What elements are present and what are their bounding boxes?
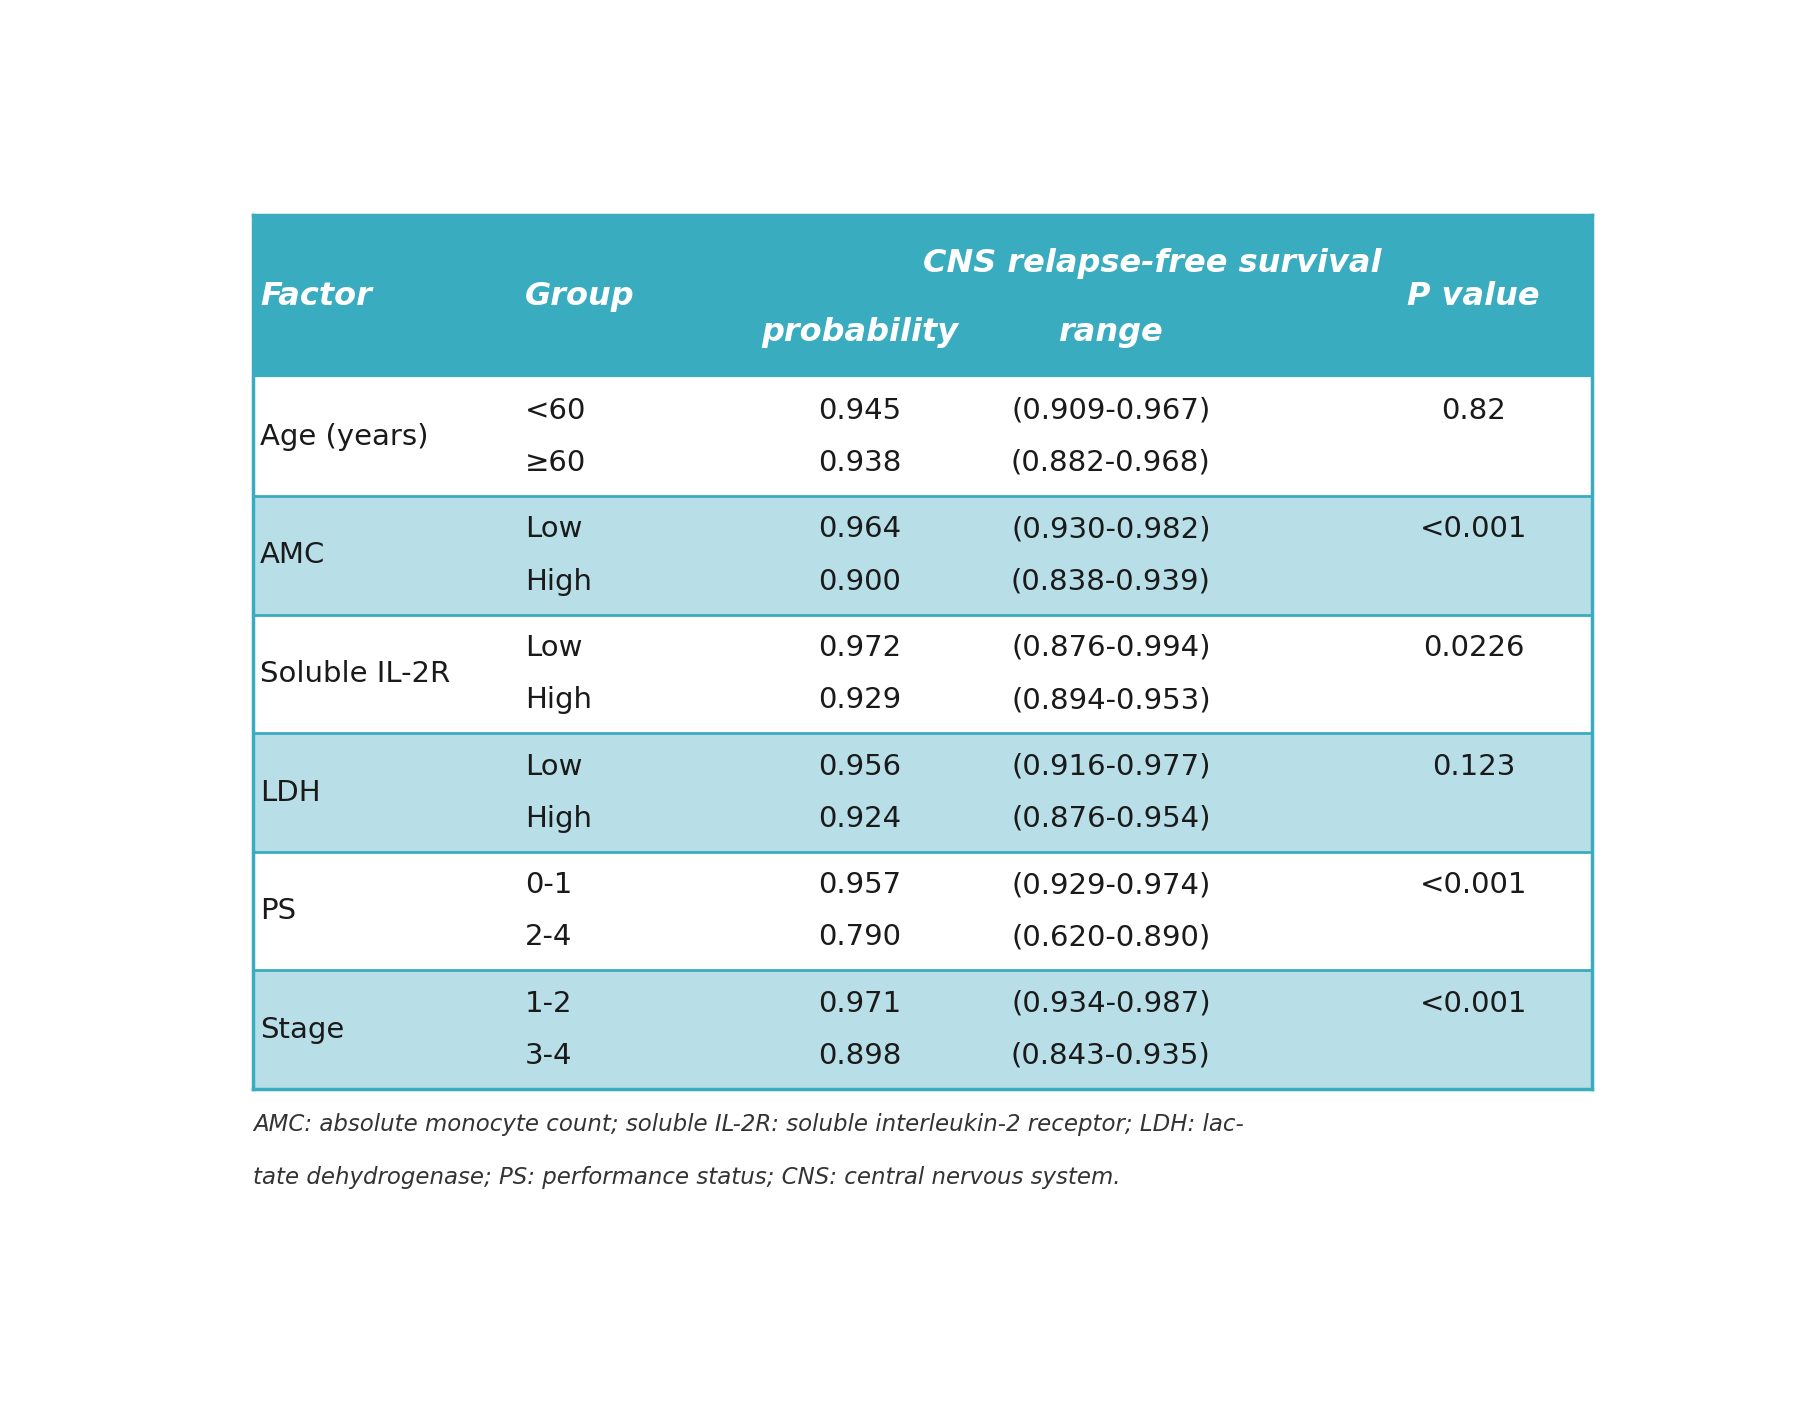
- Text: AMC: absolute monocyte count; soluble IL-2R: soluble interleukin-2 receptor; LDH: AMC: absolute monocyte count; soluble IL…: [252, 1114, 1244, 1137]
- Bar: [252, 971, 1593, 1089]
- Text: 0.924: 0.924: [819, 804, 902, 833]
- Text: 0.972: 0.972: [819, 635, 902, 662]
- Text: 0.900: 0.900: [819, 568, 902, 596]
- Text: Age (years): Age (years): [259, 424, 428, 451]
- Text: (0.843-0.935): (0.843-0.935): [1012, 1042, 1211, 1070]
- Bar: [252, 378, 1593, 496]
- Text: 0.790: 0.790: [819, 923, 902, 951]
- Bar: [252, 733, 1593, 851]
- Text: 2-4: 2-4: [526, 923, 572, 951]
- Text: range: range: [1058, 317, 1163, 348]
- Text: probability: probability: [761, 317, 958, 348]
- Text: 0.971: 0.971: [817, 990, 902, 1018]
- Text: 0.929: 0.929: [819, 686, 902, 714]
- Bar: [252, 215, 1593, 378]
- Bar: [252, 851, 1593, 971]
- Text: <60: <60: [526, 396, 587, 425]
- Text: <0.001: <0.001: [1420, 990, 1526, 1018]
- Text: (0.909-0.967): (0.909-0.967): [1012, 396, 1210, 425]
- Text: <0.001: <0.001: [1420, 515, 1526, 543]
- Text: AMC: AMC: [259, 542, 326, 569]
- Text: 0.945: 0.945: [819, 396, 902, 425]
- Text: ≥60: ≥60: [526, 449, 587, 476]
- Text: (0.620-0.890): (0.620-0.890): [1012, 923, 1210, 951]
- Text: High: High: [526, 568, 592, 596]
- Text: 0.898: 0.898: [817, 1042, 902, 1070]
- Text: (0.876-0.954): (0.876-0.954): [1012, 804, 1211, 833]
- Text: 0.0226: 0.0226: [1422, 635, 1525, 662]
- Text: High: High: [526, 804, 592, 833]
- Text: 0.957: 0.957: [819, 871, 902, 900]
- Text: (0.916-0.977): (0.916-0.977): [1012, 753, 1211, 780]
- Text: (0.882-0.968): (0.882-0.968): [1012, 449, 1211, 476]
- Text: Low: Low: [526, 753, 583, 780]
- Bar: [252, 496, 1593, 615]
- Text: P value: P value: [1408, 281, 1539, 312]
- Text: 0.964: 0.964: [819, 515, 902, 543]
- Text: Stage: Stage: [259, 1015, 344, 1044]
- Text: 0.956: 0.956: [819, 753, 902, 780]
- Text: (0.934-0.987): (0.934-0.987): [1012, 990, 1211, 1018]
- Text: High: High: [526, 686, 592, 714]
- Text: (0.876-0.994): (0.876-0.994): [1012, 635, 1211, 662]
- Text: 0.938: 0.938: [817, 449, 902, 476]
- Text: 1-2: 1-2: [526, 990, 572, 1018]
- Text: tate dehydrogenase; PS: performance status; CNS: central nervous system.: tate dehydrogenase; PS: performance stat…: [252, 1166, 1120, 1189]
- Text: 0-1: 0-1: [526, 871, 572, 900]
- Text: (0.929-0.974): (0.929-0.974): [1012, 871, 1211, 900]
- Text: Low: Low: [526, 515, 583, 543]
- Text: Soluble IL-2R: Soluble IL-2R: [259, 660, 450, 687]
- Text: Group: Group: [526, 281, 635, 312]
- Text: (0.930-0.982): (0.930-0.982): [1012, 515, 1211, 543]
- Text: CNS relapse-free survival: CNS relapse-free survival: [923, 248, 1382, 279]
- Bar: [252, 615, 1593, 733]
- Text: <0.001: <0.001: [1420, 871, 1526, 900]
- Text: LDH: LDH: [259, 779, 320, 807]
- Text: Low: Low: [526, 635, 583, 662]
- Text: PS: PS: [259, 897, 295, 925]
- Text: (0.838-0.939): (0.838-0.939): [1012, 568, 1211, 596]
- Text: 0.82: 0.82: [1442, 396, 1507, 425]
- Text: (0.894-0.953): (0.894-0.953): [1012, 686, 1211, 714]
- Text: Factor: Factor: [259, 281, 373, 312]
- Text: 3-4: 3-4: [526, 1042, 572, 1070]
- Text: 0.123: 0.123: [1431, 753, 1516, 780]
